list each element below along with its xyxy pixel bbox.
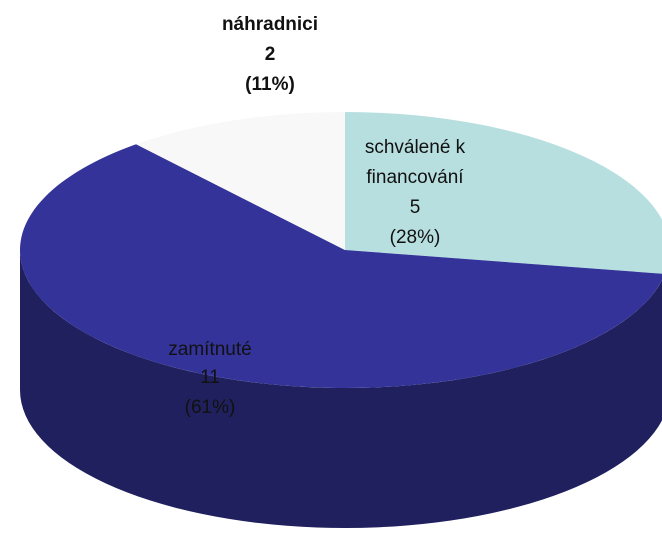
value-label: 2 [265,44,276,65]
category-label-line: financování [366,167,464,188]
slice [345,112,662,274]
percent-label: (61%) [185,397,236,418]
value-label: 11 [200,367,220,388]
category-label: schválené k financování [365,137,466,188]
slice-side [20,250,662,528]
slice [136,112,345,250]
value-label: 5 [410,197,421,218]
category-label: náhradnici [222,14,318,35]
percent-label: (11%) [245,74,295,95]
percent-label: (28%) [390,227,441,248]
slice [20,144,662,388]
category-label-line: schválené k [365,137,466,158]
category-label: zamítnuté [168,339,251,360]
